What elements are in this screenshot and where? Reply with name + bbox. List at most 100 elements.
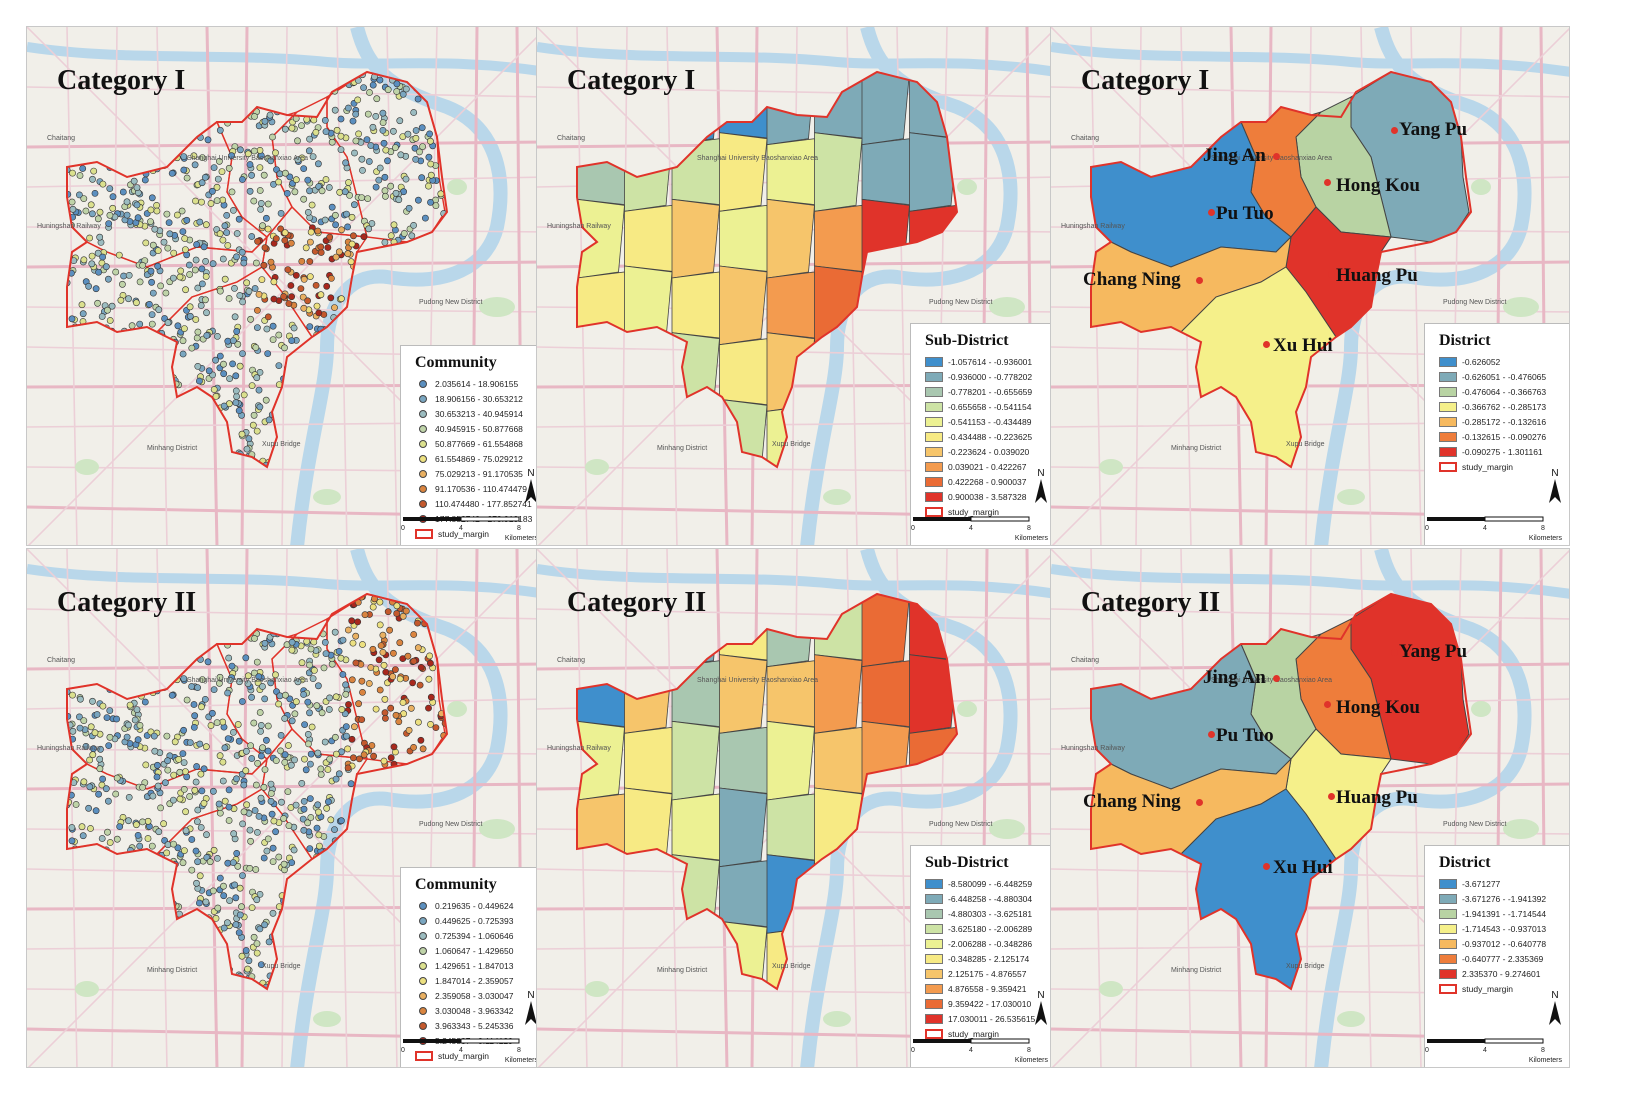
community-point xyxy=(239,298,246,306)
north-arrow-icon: N xyxy=(1035,468,1047,503)
community-point xyxy=(214,904,222,912)
basemap-label-shanghai_univ: Shanghai University Baoshanxiao Area xyxy=(697,677,819,684)
community-point xyxy=(355,700,362,708)
community-point xyxy=(82,207,90,215)
community-point xyxy=(405,204,413,212)
scale-tick-label: 8 xyxy=(1541,525,1545,532)
district-marker-jing_an xyxy=(1273,675,1280,682)
community-point xyxy=(194,806,202,814)
community-point xyxy=(350,201,358,209)
community-point xyxy=(414,644,422,652)
community-point xyxy=(79,832,87,840)
legend-swatch xyxy=(925,491,943,502)
community-point xyxy=(262,214,270,222)
community-point xyxy=(91,729,99,737)
community-point xyxy=(212,914,220,922)
legend-item: -0.626052 xyxy=(1439,354,1561,369)
community-point xyxy=(85,804,92,812)
community-point xyxy=(185,261,193,269)
legend-swatch xyxy=(1439,401,1457,412)
community-point xyxy=(367,142,375,149)
community-point xyxy=(299,815,307,823)
community-point xyxy=(191,786,199,794)
community-point xyxy=(304,819,311,827)
community-point xyxy=(163,210,171,218)
community-point xyxy=(267,679,275,687)
community-point xyxy=(281,344,288,352)
community-point xyxy=(391,144,399,151)
legend-item: -0.285172 - -0.132616 xyxy=(1439,414,1561,429)
community-point xyxy=(426,137,434,145)
legend-label: 0.900038 - 3.587328 xyxy=(948,491,1027,502)
community-point xyxy=(326,755,334,763)
legend-swatch xyxy=(1439,386,1457,397)
community-point xyxy=(306,795,314,802)
community-point xyxy=(306,273,314,280)
community-point xyxy=(106,317,114,324)
legend-label: -0.366762 - -0.285173 xyxy=(1462,401,1547,412)
community-point xyxy=(216,752,224,760)
community-point xyxy=(92,285,100,293)
scale-unit-label: Kilometers xyxy=(1015,535,1049,542)
community-point xyxy=(214,175,222,183)
community-point xyxy=(231,881,239,889)
map-panel-cat2-subdistrict: Pudong New District Minhang District Xupu … xyxy=(536,548,1056,1068)
community-point xyxy=(418,174,426,182)
community-point xyxy=(335,248,343,256)
community-point xyxy=(294,156,302,164)
legend-swatch xyxy=(925,476,943,487)
community-point xyxy=(194,362,202,370)
community-point xyxy=(133,821,140,829)
community-point xyxy=(322,176,330,183)
community-point xyxy=(210,386,218,393)
community-point xyxy=(309,153,317,161)
legend-item-study-margin: study_margin xyxy=(415,526,537,541)
scale-tick-label: 4 xyxy=(459,1047,463,1054)
community-point xyxy=(198,280,206,288)
community-point xyxy=(194,858,201,866)
community-point xyxy=(182,827,190,835)
community-point xyxy=(202,273,210,280)
community-point xyxy=(344,626,352,634)
subdistrict-polygon xyxy=(624,726,679,795)
legend-swatch xyxy=(1439,446,1457,457)
community-point xyxy=(327,816,335,824)
community-point xyxy=(278,798,285,806)
community-point xyxy=(337,654,345,662)
community-point xyxy=(251,285,259,292)
community-point xyxy=(141,176,149,184)
scale-bar: 0 4 8 Kilometers xyxy=(911,1038,1048,1064)
legend-item: -0.476064 - -0.366763 xyxy=(1439,384,1561,399)
community-point xyxy=(235,929,243,936)
community-point xyxy=(235,407,243,414)
legend-label: 0.039021 - 0.422267 xyxy=(948,461,1027,472)
community-point xyxy=(267,157,275,165)
community-point xyxy=(381,192,389,200)
community-point xyxy=(252,344,260,351)
community-point xyxy=(412,155,420,163)
community-point xyxy=(99,180,107,188)
community-point xyxy=(236,292,244,299)
community-point xyxy=(225,654,233,662)
legend-label: -1.057614 - -0.936001 xyxy=(948,356,1033,367)
community-point xyxy=(253,324,261,331)
community-point xyxy=(309,675,317,683)
legend-item: -1.057614 - -0.936001 xyxy=(925,354,1047,369)
community-point xyxy=(99,702,107,710)
scale-tick-label: 8 xyxy=(517,1047,521,1054)
scale-unit-label: Kilometers xyxy=(1529,1057,1563,1064)
legend-label: 2.359058 - 3.030047 xyxy=(435,990,514,1001)
community-point xyxy=(337,146,345,153)
legend-swatch xyxy=(1439,416,1457,427)
community-point xyxy=(265,416,273,424)
community-point xyxy=(346,191,353,199)
community-point xyxy=(300,826,308,834)
community-point xyxy=(325,706,333,713)
community-point xyxy=(68,315,76,323)
community-point xyxy=(194,684,201,691)
community-point xyxy=(198,198,205,206)
legend-swatch xyxy=(419,961,427,970)
community-point xyxy=(376,621,384,629)
community-point xyxy=(125,793,133,801)
legend-item: 40.945915 - 50.877668 xyxy=(415,421,537,436)
